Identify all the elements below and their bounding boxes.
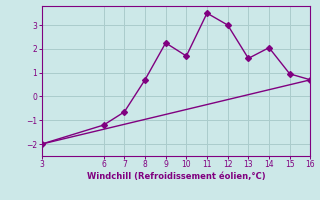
- X-axis label: Windchill (Refroidissement éolien,°C): Windchill (Refroidissement éolien,°C): [87, 172, 265, 181]
